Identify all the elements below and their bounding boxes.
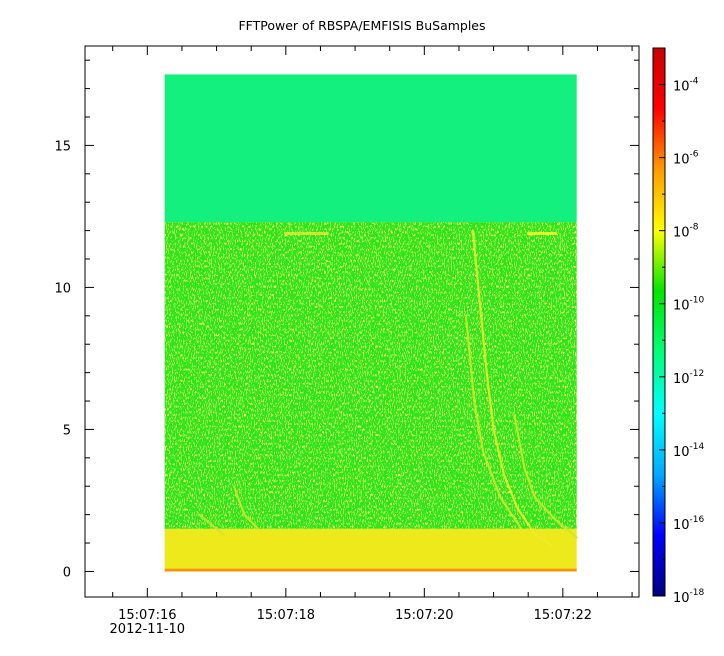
colorbar-tick-label: 10-16 xyxy=(673,515,705,533)
y-tick-label: 0 xyxy=(63,565,71,580)
heatmap-region-3 xyxy=(164,528,577,569)
x-tick-label: 15:07:18 xyxy=(257,608,315,623)
y-axis: 0 5 10 15 xyxy=(54,59,639,580)
spectrogram-image xyxy=(164,74,577,572)
colorbar-tick-label: 10-12 xyxy=(673,369,704,387)
feature-whistler-1 xyxy=(471,229,554,547)
colorbar: 10-4 10-6 10-8 10-10 10-12 10-14 10-16 10-18 xyxy=(652,47,705,606)
y-tick-label: 15 xyxy=(54,139,71,154)
feature-whistler-2 xyxy=(464,314,523,530)
colorbar-tick-label: 10-8 xyxy=(673,223,699,241)
colorbar-tick-label: 10-14 xyxy=(673,442,705,460)
y-tick-label: 5 xyxy=(63,423,71,438)
heatmap-region-2 xyxy=(164,222,577,529)
y-tick-label: 10 xyxy=(54,281,71,296)
chart-title: FFTPower of RBSPA/EMFISIS BuSamples xyxy=(238,18,485,33)
colorbar-ticks: 10-4 10-6 10-8 10-10 10-12 10-14 10-16 10-18 xyxy=(659,47,705,606)
heatmap-region-1 xyxy=(164,74,577,223)
colorbar-tick-label: 10-4 xyxy=(673,77,699,95)
colorbar-tick-label: 10-6 xyxy=(673,150,699,168)
x-tick-label: 15:07:16 xyxy=(118,608,176,623)
colorbar-gradient xyxy=(652,47,666,597)
colorbar-tick-label: 10-18 xyxy=(673,588,705,606)
spectrogram-features xyxy=(198,229,578,547)
x-tick-label: 15:07:22 xyxy=(534,608,592,623)
x-tick-sublabel: 2012-11-10 xyxy=(110,622,186,637)
x-tick-label: 15:07:20 xyxy=(395,608,453,623)
feature-whistler-3 xyxy=(513,414,578,539)
colorbar-tick-label: 10-10 xyxy=(673,296,705,314)
heatmap-region-4 xyxy=(164,568,577,572)
plot-frame xyxy=(84,45,640,598)
feature-faint-2 xyxy=(198,513,225,536)
feature-faint-1 xyxy=(232,485,260,530)
